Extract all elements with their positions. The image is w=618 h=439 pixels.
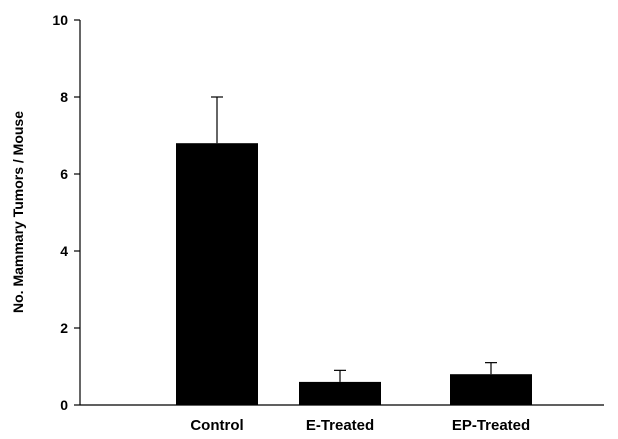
y-ticks-layer: 0 2 4 6 8 10 — [52, 12, 80, 413]
x-labels-layer: Control E-Treated EP-Treated — [190, 417, 530, 434]
bar-e-treated — [299, 381, 381, 405]
axes-layer — [79, 20, 604, 406]
error-bars-layer — [211, 96, 497, 382]
x-category-label: Control — [190, 417, 243, 434]
x-category-label: E-Treated — [306, 417, 374, 434]
bar-ep-treated — [450, 374, 532, 405]
x-category-label: EP-Treated — [452, 417, 530, 434]
y-tick-label: 6 — [60, 166, 68, 182]
bar-control — [176, 143, 258, 405]
y-tick-label: 4 — [60, 243, 68, 259]
bars-layer — [176, 143, 532, 405]
y-tick-label: 8 — [60, 89, 68, 105]
y-tick-label: 10 — [52, 12, 68, 28]
y-tick-label: 2 — [60, 320, 68, 336]
y-axis-title: No. Mammary Tumors / Mouse — [10, 111, 26, 313]
y-tick-label: 0 — [60, 397, 68, 413]
